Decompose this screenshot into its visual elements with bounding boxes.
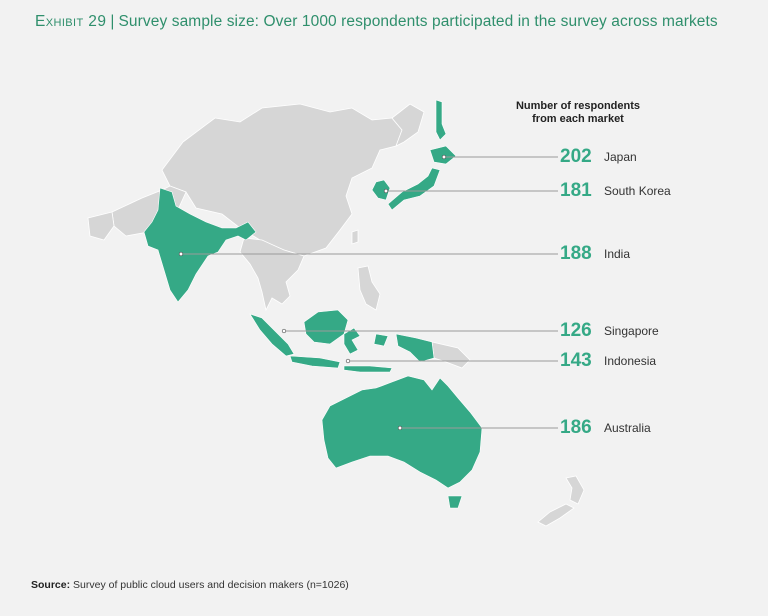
- land-new-zealand-north: [565, 475, 585, 505]
- market-entry-australia: 186 Australia: [560, 417, 651, 439]
- market-name: Indonesia: [604, 354, 657, 368]
- market-entry-indonesia: 143 Indonesia: [560, 350, 656, 372]
- market-name: India: [604, 247, 631, 261]
- land-far-east: [391, 103, 425, 147]
- legend-title-line2: from each market: [532, 113, 624, 125]
- market-shape-india: [143, 187, 257, 303]
- source-label: Source:: [31, 579, 71, 591]
- dot-indonesia: [345, 358, 351, 364]
- legend-title: Number of respondents from each market: [500, 100, 656, 126]
- respondent-count: 188: [560, 243, 592, 264]
- respondent-count: 181: [560, 180, 592, 201]
- land-papua-new-guinea: [431, 341, 471, 369]
- market-shape-south-korea: [371, 179, 391, 201]
- market-name: South Korea: [604, 184, 671, 198]
- dot-australia: [397, 425, 403, 431]
- market-shape-sumatra: [249, 313, 295, 357]
- land-new-zealand-south: [537, 503, 575, 527]
- market-shape-moluccas: [373, 333, 389, 347]
- land-philippines: [357, 265, 381, 311]
- market-entry-singapore: 126 Singapore: [560, 320, 659, 342]
- land-mainland-sea: [239, 237, 305, 312]
- grey-land: [87, 103, 585, 527]
- title-text: Survey sample size: Over 1000 respondent…: [118, 13, 718, 30]
- market-shape-borneo: [303, 309, 349, 345]
- land-north-asia: [161, 103, 403, 257]
- market-name: Japan: [604, 150, 637, 164]
- market-dots: [178, 154, 447, 431]
- title-separator: |: [110, 13, 115, 30]
- respondent-count: 126: [560, 320, 592, 341]
- exhibit-label: Exhibit 29: [35, 13, 107, 30]
- exhibit-title: Exhibit 29 | Survey sample size: Over 1000…: [35, 13, 718, 31]
- dot-singapore: [281, 328, 287, 334]
- respondent-count: 202: [560, 146, 592, 167]
- leader-lines: [181, 156, 558, 429]
- market-shape-japan-hokkaido: [429, 145, 457, 165]
- source-note: Source: Survey of public cloud users and…: [31, 579, 349, 591]
- legend-title-line1: Number of respondents: [515, 100, 641, 112]
- market-shape-japan: [435, 99, 447, 141]
- dot-india: [178, 251, 184, 257]
- land-west: [87, 211, 115, 241]
- market-shape-lesser-sunda: [343, 365, 393, 373]
- market-name: Singapore: [604, 324, 659, 338]
- market-name: Australia: [604, 421, 651, 435]
- market-shape-japan-honshu: [387, 167, 441, 211]
- respondent-count: 143: [560, 350, 592, 371]
- dot-south-korea: [383, 188, 389, 194]
- market-shape-tasmania: [447, 495, 463, 509]
- market-entry-south-korea: 181 South Korea: [560, 180, 671, 202]
- green-markets: [143, 99, 483, 509]
- market-entry-india: 188 India: [560, 243, 630, 265]
- market-shape-australia: [321, 375, 483, 489]
- market-entry-japan: 202 Japan: [560, 146, 637, 168]
- market-shape-sulawesi: [343, 327, 361, 355]
- source-text: Survey of public cloud users and decisio…: [73, 579, 349, 591]
- dot-japan: [441, 154, 447, 160]
- respondent-count: 186: [560, 417, 592, 438]
- land-taiwan: [351, 229, 359, 245]
- market-shape-java: [289, 355, 341, 369]
- market-shape-west-papua: [395, 333, 435, 363]
